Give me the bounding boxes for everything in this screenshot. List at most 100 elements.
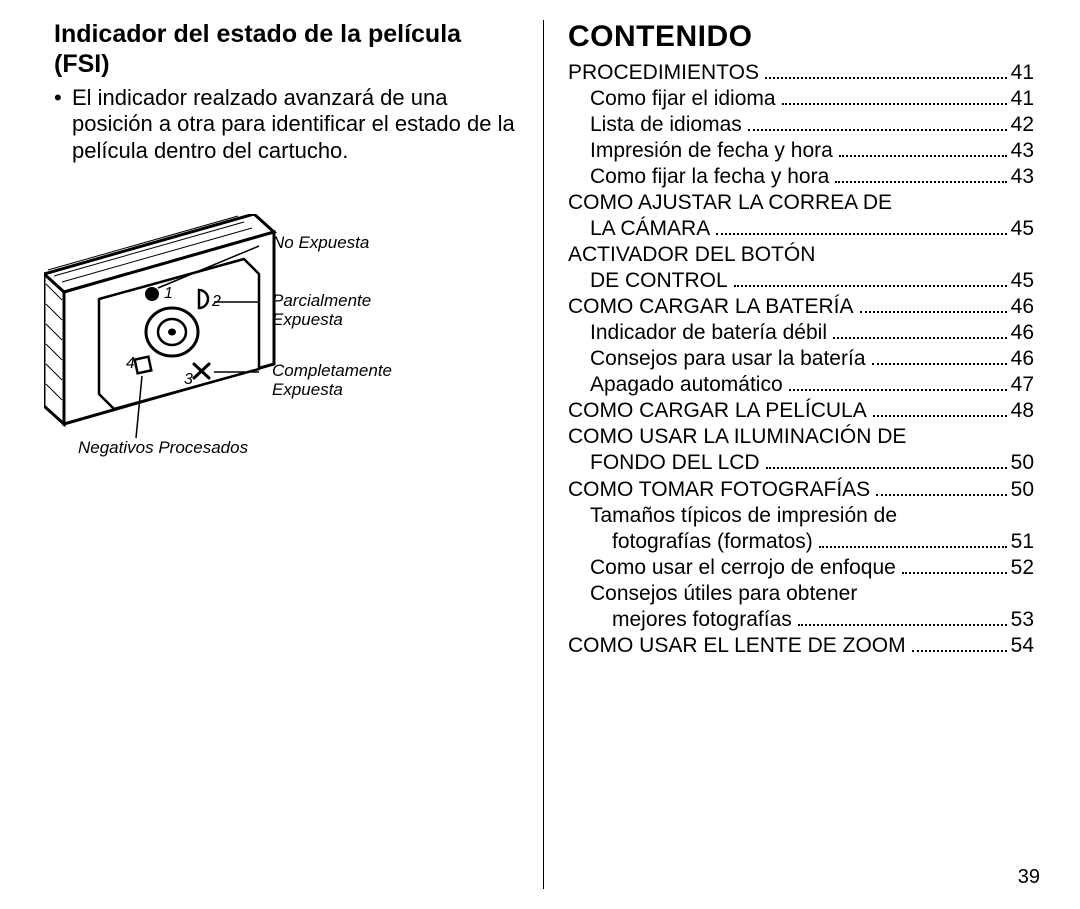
toc-label: Lista de idiomas bbox=[590, 112, 742, 138]
toc-entry: Apagado automático 47 bbox=[568, 372, 1034, 398]
toc-page: 43 bbox=[1011, 138, 1034, 164]
toc-page: 43 bbox=[1011, 164, 1034, 190]
toc-leader bbox=[839, 155, 1007, 157]
toc-page: 50 bbox=[1011, 477, 1034, 503]
toc-leader bbox=[734, 285, 1007, 287]
toc-label: fotografías (formatos) bbox=[612, 529, 813, 555]
toc-leader bbox=[902, 572, 1007, 574]
toc-entry: Indicador de batería débil46 bbox=[568, 320, 1034, 346]
toc-entry: COMO CARGAR LA BATERÍA 46 bbox=[568, 294, 1034, 320]
toc-label: mejores fotografías bbox=[612, 607, 792, 633]
toc-entry: fotografías (formatos) 51 bbox=[568, 529, 1034, 555]
toc-entry: Lista de idiomas 42 bbox=[568, 112, 1034, 138]
fsi-diagram: 1 2 3 4 No Expuesta Parcialmente Expuest… bbox=[54, 214, 519, 514]
toc-page: 48 bbox=[1011, 398, 1034, 424]
toc-leader bbox=[782, 103, 1007, 105]
toc-label: COMO CARGAR LA BATERÍA bbox=[568, 294, 854, 320]
diagram-label-no-expuesta: No Expuesta bbox=[272, 234, 369, 253]
indicator-num-1: 1 bbox=[164, 285, 173, 302]
toc-page: 41 bbox=[1011, 86, 1034, 112]
fsi-heading-line1: Indicador del estado de la película bbox=[54, 20, 461, 48]
toc-page: 47 bbox=[1011, 372, 1034, 398]
toc-entry: Consejos para usar la batería 46 bbox=[568, 346, 1034, 372]
toc-entry-continuation: Consejos útiles para obtener bbox=[568, 581, 1034, 607]
toc-label: Tamaños típicos de impresión de bbox=[590, 503, 897, 529]
right-column: CONTENIDO PROCEDIMIENTOS41Como fijar el … bbox=[544, 20, 1044, 889]
toc-leader bbox=[716, 233, 1006, 235]
toc-page: 42 bbox=[1011, 112, 1034, 138]
toc-entry: COMO USAR EL LENTE DE ZOOM 54 bbox=[568, 633, 1034, 659]
toc-page: 45 bbox=[1011, 268, 1034, 294]
toc-entry: Como usar el cerrojo de enfoque 52 bbox=[568, 555, 1034, 581]
toc-leader bbox=[873, 415, 1007, 417]
indicator-num-3: 3 bbox=[184, 371, 193, 388]
toc-leader bbox=[819, 546, 1007, 548]
toc-leader bbox=[860, 311, 1007, 313]
diagram-label-parcialmente: Parcialmente Expuesta bbox=[272, 292, 371, 329]
toc-label: Impresión de fecha y hora bbox=[590, 138, 833, 164]
toc-label: COMO TOMAR FOTOGRAFÍAS bbox=[568, 477, 870, 503]
diagram-label-negativos: Negativos Procesados bbox=[78, 439, 248, 458]
fsi-body-text: El indicador realzado avanzará de una po… bbox=[72, 85, 519, 164]
toc-label: Consejos útiles para obtener bbox=[590, 581, 857, 607]
toc-leader bbox=[765, 77, 1007, 79]
toc-entry: COMO TOMAR FOTOGRAFÍAS 50 bbox=[568, 477, 1034, 503]
toc-entry: LA CÁMARA 45 bbox=[568, 216, 1034, 242]
toc-page: 52 bbox=[1011, 555, 1034, 581]
diagram-label-completamente: Completamente Expuesta bbox=[272, 362, 392, 399]
toc-entry-continuation: COMO AJUSTAR LA CORREA DE bbox=[568, 190, 1034, 216]
toc-label: Como fijar el idioma bbox=[590, 86, 776, 112]
cartridge-illustration: 1 2 3 4 bbox=[44, 214, 344, 474]
toc-entry: COMO CARGAR LA PELÍCULA 48 bbox=[568, 398, 1034, 424]
toc-label: COMO USAR EL LENTE DE ZOOM bbox=[568, 633, 906, 659]
toc-leader bbox=[748, 129, 1007, 131]
toc-label: PROCEDIMIENTOS bbox=[568, 60, 759, 86]
toc-label: Como fijar la fecha y hora bbox=[590, 164, 829, 190]
toc-leader bbox=[876, 494, 1006, 496]
toc-entry: Impresión de fecha y hora 43 bbox=[568, 138, 1034, 164]
toc-label: LA CÁMARA bbox=[590, 216, 710, 242]
indicator-num-4: 4 bbox=[126, 355, 135, 372]
toc-page: 50 bbox=[1011, 450, 1034, 476]
toc-page: 54 bbox=[1011, 633, 1034, 659]
toc-leader bbox=[912, 650, 1007, 652]
toc-page: 46 bbox=[1011, 346, 1034, 372]
toc-page: 45 bbox=[1011, 216, 1034, 242]
toc-entry: DE CONTROL45 bbox=[568, 268, 1034, 294]
toc-label: Indicador de batería débil bbox=[590, 320, 827, 346]
toc-page: 46 bbox=[1011, 294, 1034, 320]
toc-leader bbox=[872, 363, 1007, 365]
fsi-heading-line2: (FSI) bbox=[54, 50, 110, 78]
contents-heading: CONTENIDO bbox=[568, 20, 1034, 54]
toc-leader bbox=[798, 624, 1007, 626]
toc-label: FONDO DEL LCD bbox=[590, 450, 760, 476]
toc-entry-continuation: ACTIVADOR DEL BOTÓN bbox=[568, 242, 1034, 268]
toc-entry-continuation: COMO USAR LA ILUMINACIÓN DE bbox=[568, 424, 1034, 450]
toc-label: COMO AJUSTAR LA CORREA DE bbox=[568, 190, 892, 216]
toc-entry: FONDO DEL LCD 50 bbox=[568, 450, 1034, 476]
fsi-bullet: • El indicador realzado avanzará de una … bbox=[54, 85, 519, 164]
toc-page: 51 bbox=[1011, 529, 1034, 555]
toc-leader bbox=[835, 181, 1006, 183]
toc-label: COMO CARGAR LA PELÍCULA bbox=[568, 398, 867, 424]
toc-leader bbox=[766, 467, 1007, 469]
toc-page: 53 bbox=[1011, 607, 1034, 633]
fsi-heading: Indicador del estado de la película (FSI… bbox=[54, 20, 519, 79]
table-of-contents: PROCEDIMIENTOS41Como fijar el idioma41Li… bbox=[568, 60, 1034, 659]
page-number: 39 bbox=[1018, 866, 1040, 889]
toc-leader bbox=[833, 337, 1007, 339]
toc-page: 41 bbox=[1011, 60, 1034, 86]
bullet-dot-icon: • bbox=[54, 85, 72, 164]
toc-leader bbox=[789, 389, 1007, 391]
toc-entry: mejores fotografías 53 bbox=[568, 607, 1034, 633]
toc-label: Consejos para usar la batería bbox=[590, 346, 866, 372]
toc-entry: Como fijar la fecha y hora 43 bbox=[568, 164, 1034, 190]
manual-page: Indicador del estado de la película (FSI… bbox=[0, 0, 1080, 909]
toc-label: Como usar el cerrojo de enfoque bbox=[590, 555, 896, 581]
toc-entry: Como fijar el idioma 41 bbox=[568, 86, 1034, 112]
toc-label: COMO USAR LA ILUMINACIÓN DE bbox=[568, 424, 906, 450]
left-column: Indicador del estado de la película (FSI… bbox=[44, 20, 544, 889]
toc-label: ACTIVADOR DEL BOTÓN bbox=[568, 242, 815, 268]
toc-label: Apagado automático bbox=[590, 372, 783, 398]
toc-entry-continuation: Tamaños típicos de impresión de bbox=[568, 503, 1034, 529]
